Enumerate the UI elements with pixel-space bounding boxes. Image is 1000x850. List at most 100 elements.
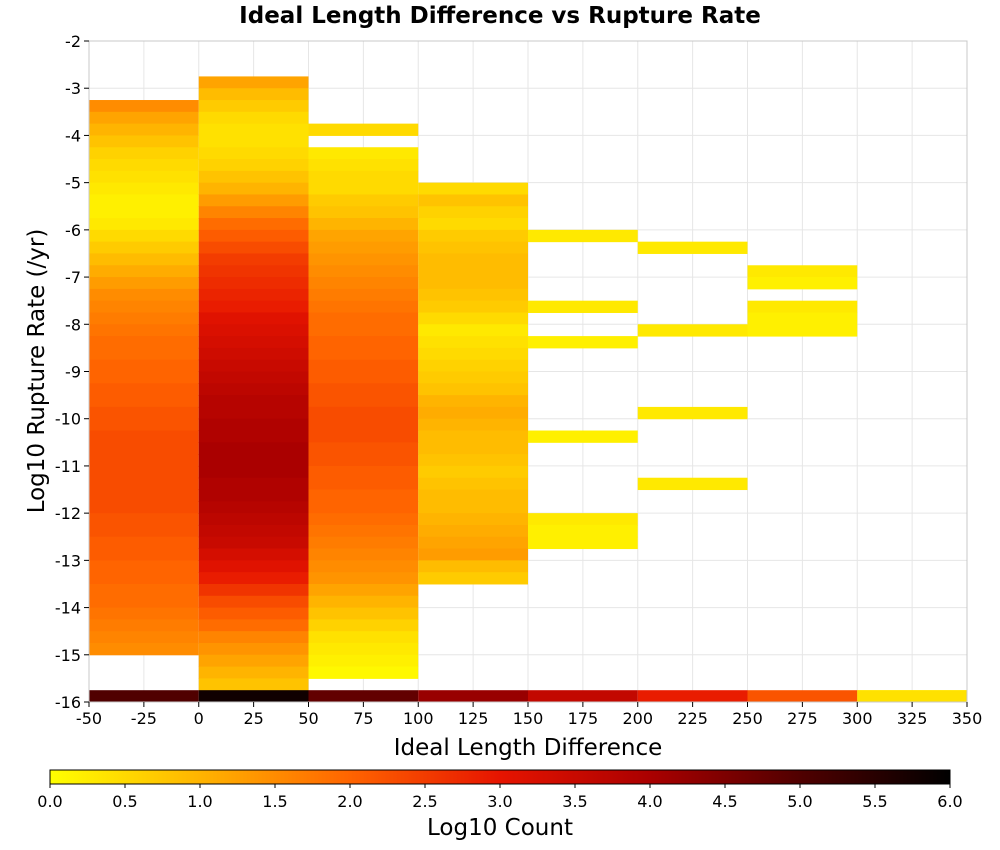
heatmap-cell <box>198 430 309 443</box>
heatmap-cell <box>308 194 419 207</box>
heatmap-cell <box>89 690 199 702</box>
heatmap-cell <box>418 418 528 432</box>
heatmap-cell <box>89 536 199 550</box>
heatmap-cell <box>198 100 309 113</box>
colorbar-tick-label: 3.5 <box>562 792 587 811</box>
heatmap-cell <box>528 536 638 550</box>
heatmap-cell <box>418 371 528 384</box>
heatmap-cell <box>198 229 309 243</box>
heatmap-cell <box>308 595 419 609</box>
colorbar-tick-label: 2.5 <box>412 792 437 811</box>
y-tick-label: -11 <box>55 457 81 476</box>
heatmap-cell <box>637 477 748 491</box>
heatmap-cell <box>308 406 419 420</box>
heatmap-cell <box>418 501 528 514</box>
x-tick-label: 225 <box>677 709 708 728</box>
heatmap-cell <box>308 206 419 219</box>
heatmap-cell <box>198 76 309 89</box>
heatmap-cell <box>308 159 419 172</box>
heatmap-cell <box>308 442 419 455</box>
heatmap-cell <box>747 300 858 313</box>
heatmap-cell <box>198 371 309 384</box>
heatmap-cell <box>89 572 199 585</box>
heatmap-cell <box>198 631 309 644</box>
heatmap-cell <box>89 218 199 231</box>
heatmap-cell <box>198 194 309 207</box>
heatmap-cell <box>89 477 199 491</box>
heatmap-cell <box>418 477 528 491</box>
colorbar-tick-label: 1.5 <box>262 792 287 811</box>
heatmap-cell <box>198 560 309 573</box>
colorbar-tick-label: 5.0 <box>787 792 812 811</box>
heatmap-cell <box>308 418 419 432</box>
heatmap-cell <box>198 336 309 349</box>
heatmap-cell <box>198 288 309 302</box>
heatmap-cell <box>198 324 309 337</box>
heatmap-cell <box>198 477 309 491</box>
heatmap-cell <box>308 430 419 443</box>
heatmap-cell <box>198 218 309 231</box>
heatmap-cell <box>637 690 748 702</box>
heatmap-cell <box>89 442 199 455</box>
x-tick-label: 200 <box>622 709 653 728</box>
heatmap-cell <box>418 229 528 243</box>
heatmap-cell <box>528 229 638 243</box>
heatmap-cell <box>198 489 309 502</box>
heatmap-cell <box>198 206 309 219</box>
y-tick-label: -16 <box>55 693 81 712</box>
colorbar-tick-label: 3.0 <box>487 792 512 811</box>
heatmap-cell <box>747 265 858 278</box>
heatmap-cell <box>198 170 309 184</box>
y-tick-label: -12 <box>55 504 81 523</box>
y-tick-label: -7 <box>65 268 81 287</box>
heatmap-cell <box>89 182 199 195</box>
heatmap-cell <box>198 583 309 597</box>
heatmap-cell <box>198 442 309 455</box>
heatmap-cell <box>308 241 419 254</box>
heatmap-cell <box>198 619 309 632</box>
heatmap-cell <box>89 489 199 502</box>
heatmap-cell <box>308 465 419 479</box>
heatmap-cell <box>418 241 528 254</box>
heatmap-cell <box>89 100 199 113</box>
x-tick-label: 125 <box>458 709 489 728</box>
heatmap-cell <box>418 690 528 702</box>
heatmap-cell <box>418 265 528 278</box>
y-axis-label: Log10 Rupture Rate (/yr) <box>24 229 50 514</box>
heatmap-cell <box>198 147 309 160</box>
heatmap-cells <box>89 76 967 703</box>
heatmap-cell <box>418 560 528 573</box>
heatmap-cell <box>418 300 528 313</box>
heatmap-cell <box>418 324 528 337</box>
heatmap-cell <box>198 465 309 479</box>
heatmap-cell <box>418 454 528 467</box>
x-tick-label: 50 <box>298 709 318 728</box>
heatmap-cell <box>89 631 199 644</box>
heatmap-cell <box>637 406 748 420</box>
heatmap-cell <box>308 690 419 702</box>
heatmap-cell <box>198 654 309 668</box>
heatmap-cell <box>308 607 419 620</box>
colorbar-ticks: 0.0 0.5 1.0 1.5 2.0 2.5 3.0 3.5 4.0 4.5 5.0 5.5 6.0 <box>37 784 963 811</box>
heatmap-cell <box>198 607 309 620</box>
heatmap-cell <box>418 347 528 361</box>
heatmap-cell <box>308 347 419 361</box>
heatmap-cell <box>89 265 199 278</box>
heatmap-cell <box>89 560 199 573</box>
heatmap-cell <box>198 159 309 172</box>
heatmap-cell <box>418 465 528 479</box>
heatmap-cell <box>89 147 199 160</box>
heatmap-cell <box>89 206 199 219</box>
heatmap-cell <box>747 324 858 337</box>
heatmap-cell <box>198 524 309 538</box>
heatmap-cell <box>89 359 199 372</box>
heatmap-cell <box>308 218 419 231</box>
heatmap-cell <box>418 430 528 443</box>
heatmap-cell <box>528 300 638 313</box>
heatmap-cell <box>308 536 419 550</box>
x-tick-label: 0 <box>194 709 204 728</box>
heatmap-cell <box>198 666 309 679</box>
heatmap-cell <box>198 642 309 656</box>
x-tick-label: 350 <box>952 709 983 728</box>
heatmap-cell <box>198 88 309 101</box>
